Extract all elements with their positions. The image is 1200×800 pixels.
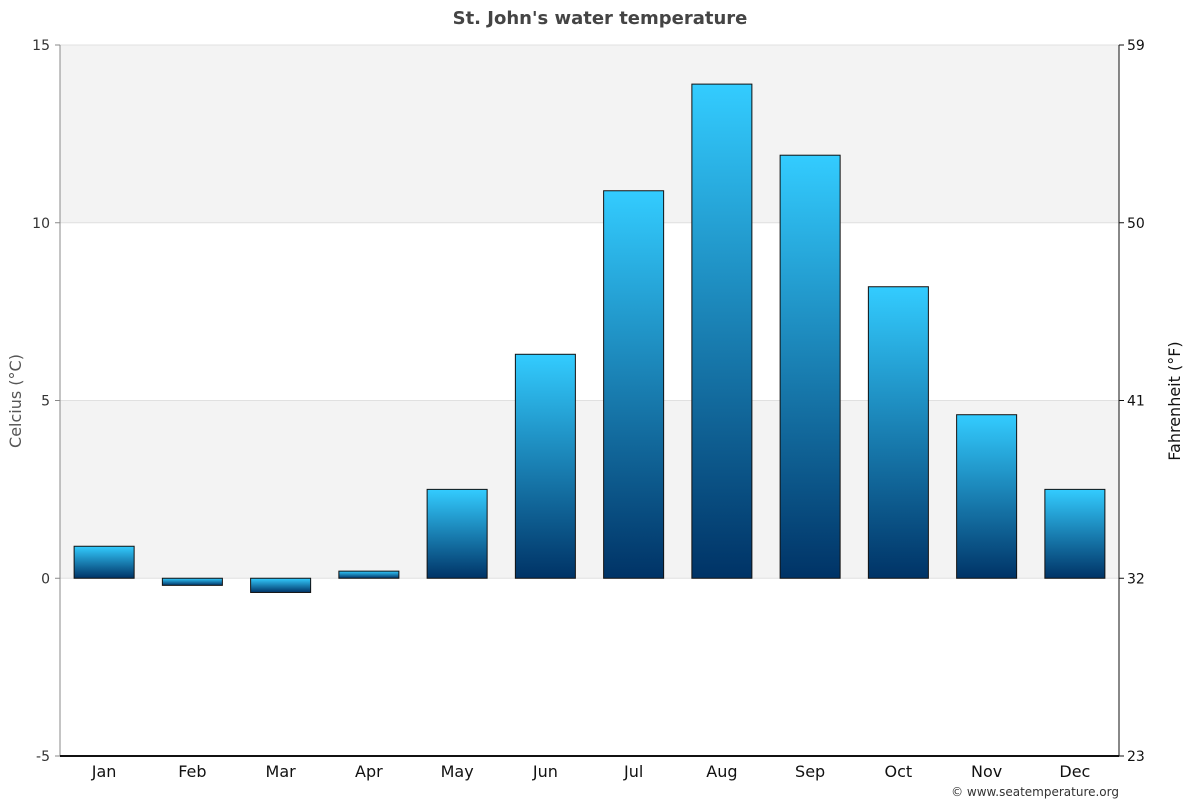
right-tick-label: 59: [1127, 38, 1145, 54]
category-label: Apr: [355, 762, 383, 781]
y-axis-label-celsius: Celcius (°C): [6, 354, 25, 448]
chart-title: St. John's water temperature: [453, 8, 748, 29]
left-tick-label: 10: [32, 216, 50, 232]
bar-apr: [338, 570, 400, 579]
bars: [73, 83, 1106, 593]
grid-band: [60, 45, 1119, 223]
credit-text: © www.seatemperature.org: [951, 785, 1119, 799]
left-tick-label: 15: [32, 38, 50, 54]
bar-nov: [956, 414, 1018, 579]
left-tick-label: 0: [41, 571, 50, 587]
grid-bands: [60, 45, 1119, 579]
category-label: Sep: [795, 762, 825, 781]
bar-may: [426, 488, 488, 579]
bar-jan: [73, 545, 135, 579]
category-label: Nov: [971, 762, 1002, 781]
bar-mar: [250, 577, 312, 593]
bar-feb: [161, 577, 223, 586]
category-labels: Jan Feb Mar Apr May Jun Jul Aug Sep Oct Nov Dec: [91, 762, 1091, 781]
category-label: May: [441, 762, 474, 781]
category-label: Mar: [266, 762, 297, 781]
bar-aug: [691, 83, 753, 579]
category-label: Feb: [178, 762, 206, 781]
y-axis-label-fahrenheit: Fahrenheit (°F): [1165, 341, 1184, 460]
gridlines: [60, 44, 1119, 579]
category-label: Aug: [706, 762, 737, 781]
bar-jul: [603, 190, 665, 579]
left-tick-label: -5: [36, 749, 50, 765]
category-label: Jul: [623, 762, 643, 781]
category-label: Dec: [1059, 762, 1090, 781]
category-label: Jun: [532, 762, 558, 781]
bar-dec: [1044, 488, 1106, 579]
right-tick-labels: 59 50 41 32 23: [1119, 38, 1145, 765]
category-label: Oct: [885, 762, 913, 781]
grid-band: [60, 400, 1119, 579]
bar-jun: [514, 353, 576, 579]
right-tick-label: 32: [1127, 571, 1145, 587]
right-tick-label: 41: [1127, 394, 1145, 410]
right-tick-label: 23: [1127, 749, 1145, 765]
right-tick-label: 50: [1127, 216, 1145, 232]
bar-oct: [867, 286, 929, 579]
left-tick-label: 5: [41, 394, 50, 410]
left-tick-labels: 15 10 5 0 -5: [32, 38, 60, 765]
category-label: Jan: [91, 762, 117, 781]
bar-sep: [779, 154, 841, 579]
